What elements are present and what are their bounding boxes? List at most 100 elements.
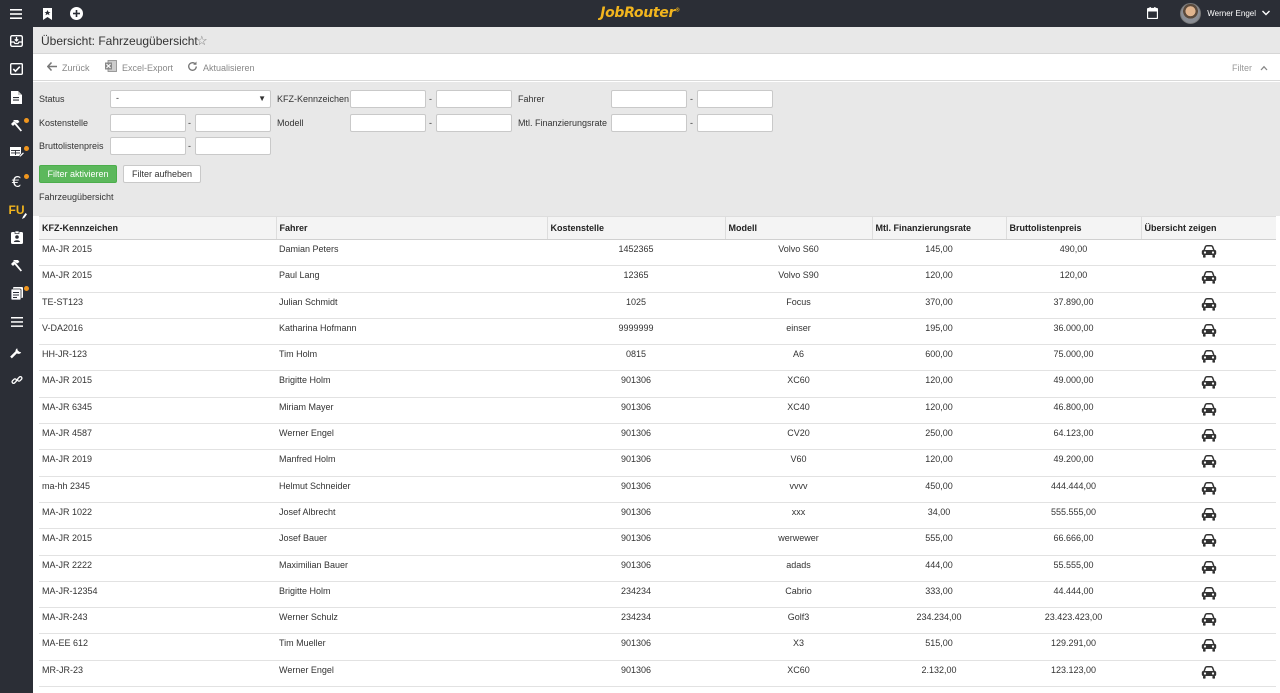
modell-cell: XC60: [725, 660, 872, 688]
modell-cell: werwewer: [725, 528, 872, 556]
table-row[interactable]: TE-ST123 Julian Schmidt 1025 Focus 370,00 37.…: [39, 292, 1276, 319]
car-icon[interactable]: [1201, 560, 1217, 576]
notification-dot: [24, 174, 29, 179]
car-icon[interactable]: [1201, 613, 1217, 628]
car-icon[interactable]: [1201, 586, 1217, 602]
calendar-icon[interactable]: [1147, 6, 1159, 21]
preis-from-input[interactable]: [110, 137, 186, 155]
sidebar-item-documents[interactable]: [0, 84, 33, 112]
kfz-to-input[interactable]: [436, 90, 512, 108]
filter-activate-button[interactable]: Filter aktivieren: [39, 165, 117, 183]
modell-cell: X3: [725, 633, 872, 661]
car-icon[interactable]: [1201, 508, 1217, 523]
pencil-icon: [22, 211, 27, 221]
column-header-preis[interactable]: Bruttolistenpreis: [1006, 216, 1142, 240]
overview-cell: [1141, 633, 1276, 661]
preis-cell: 49.200,00: [1006, 449, 1141, 477]
kostenstelle-cell: 901306: [547, 423, 725, 451]
kfz-cell: MA-JR 6345: [39, 397, 276, 425]
fahrer-cell: Manfred Holm: [276, 449, 547, 477]
rate-cell: 333,00: [872, 581, 1006, 609]
preis-cell: 555.555,00: [1006, 502, 1141, 530]
excel-export-button[interactable]: Excel-Export: [105, 54, 173, 81]
column-header-kfz[interactable]: KFZ-Kennzeichen: [39, 216, 277, 240]
sidebar-item-tools[interactable]: [0, 112, 33, 140]
table-row[interactable]: MA-JR 2015 Brigitte Holm 901306 XC60 120,00 4…: [39, 370, 1276, 398]
modell-from-input[interactable]: [350, 114, 426, 132]
table-row[interactable]: HH-JR-123 Tim Holm 0815 A6 600,00 75.000,00: [39, 344, 1276, 372]
table-row[interactable]: MA-JR 2015 Damian Peters 1452365 Volvo S60 1…: [39, 239, 1276, 267]
user-menu[interactable]: Werner Engel: [1147, 0, 1270, 27]
car-icon[interactable]: [1201, 323, 1217, 339]
table-row[interactable]: MA-JR-243 Werner Schulz 234234 Golf3 234.234…: [39, 607, 1276, 635]
sidebar-item-finance[interactable]: €: [0, 168, 33, 196]
car-icon[interactable]: [1201, 350, 1217, 365]
bookmark-icon[interactable]: [33, 0, 61, 27]
kostenstelle-from-input[interactable]: [110, 114, 186, 132]
rate-to-input[interactable]: [697, 114, 773, 132]
fahrer-from-input[interactable]: [611, 90, 687, 108]
car-icon[interactable]: [1201, 271, 1217, 286]
preis-to-input[interactable]: [195, 137, 271, 155]
table-row[interactable]: MA-JR 2015 Josef Bauer 901306 werwewer 555,0…: [39, 528, 1276, 556]
table-row[interactable]: MA-JR 2019 Manfred Holm 901306 V60 120,00 49.…: [39, 449, 1276, 477]
back-button[interactable]: Zurück: [46, 54, 90, 81]
column-header-kostenstelle[interactable]: Kostenstelle: [547, 216, 726, 240]
table-row[interactable]: MA-JR 1022 Josef Albrecht 901306 xxx 34,00 55…: [39, 502, 1276, 530]
fahrer-cell: Miriam Mayer: [276, 397, 547, 425]
car-icon[interactable]: [1201, 297, 1217, 313]
table-row[interactable]: ma-hh 2345 Helmut Schneider 901306 vvvv 450,…: [39, 476, 1276, 503]
menu-icon[interactable]: [2, 0, 30, 27]
column-header-rate[interactable]: Mtl. Finanzierungsrate: [872, 216, 1007, 240]
sidebar-item-settings[interactable]: [0, 339, 33, 367]
car-icon[interactable]: [1201, 455, 1217, 470]
inbox-icon: [9, 34, 24, 49]
status-select[interactable]: - ▼: [110, 90, 271, 108]
car-icon[interactable]: [1201, 245, 1217, 260]
car-icon[interactable]: [1201, 429, 1217, 444]
table-row[interactable]: MA-EE 612 Tim Mueller 901306 X3 515,00 129.29…: [39, 633, 1276, 661]
table-row[interactable]: MA-JR 2222 Maximilian Bauer 901306 adads 444…: [39, 555, 1276, 582]
car-icon[interactable]: [1201, 376, 1217, 391]
car-icon[interactable]: [1201, 402, 1217, 418]
sidebar-item-fu[interactable]: FU: [0, 196, 33, 224]
filter-toggle[interactable]: Filter: [1232, 54, 1268, 81]
fahrer-to-input[interactable]: [697, 90, 773, 108]
preis-cell: 66.666,00: [1006, 528, 1141, 556]
table-row[interactable]: MA-JR 6345 Miriam Mayer 901306 XC40 120,00 46…: [39, 397, 1276, 425]
sidebar-item-inbox[interactable]: [0, 28, 33, 56]
favorite-star-icon[interactable]: ☆: [196, 33, 208, 48]
car-icon[interactable]: [1201, 534, 1217, 549]
kostenstelle-to-input[interactable]: [195, 114, 271, 132]
refresh-button[interactable]: Aktualisieren: [187, 54, 255, 81]
table-row[interactable]: MR-JR-23 Werner Engel 901306 XC60 2.132,00 12…: [39, 660, 1276, 688]
modell-cell: Golf3: [725, 607, 872, 635]
table-row[interactable]: V-DA2016 Katharina Hofmann 9999999 einser 19…: [39, 318, 1276, 346]
column-header-fahrer[interactable]: Fahrer: [276, 216, 548, 240]
excel-export-label: Excel-Export: [122, 62, 174, 73]
preis-cell: 46.800,00: [1006, 397, 1141, 425]
kfz-cell: MA-EE 612: [39, 633, 276, 661]
overview-cell: [1141, 555, 1276, 582]
car-icon[interactable]: [1201, 481, 1217, 497]
chevron-down-icon[interactable]: [1262, 9, 1270, 18]
rate-from-input[interactable]: [611, 114, 687, 132]
sidebar-item-clipboard[interactable]: [0, 280, 33, 308]
sidebar-item-links[interactable]: [0, 367, 33, 395]
sidebar-item-tasks[interactable]: [0, 56, 33, 84]
sidebar-item-build[interactable]: [0, 252, 33, 280]
column-header-modell[interactable]: Modell: [725, 216, 873, 240]
add-icon[interactable]: [62, 0, 90, 27]
modell-to-input[interactable]: [436, 114, 512, 132]
sidebar-item-contacts[interactable]: [0, 224, 33, 252]
avatar[interactable]: [1180, 3, 1202, 24]
car-icon[interactable]: [1201, 639, 1217, 654]
table-row[interactable]: MA-JR 4587 Werner Engel 901306 CV20 250,00 64…: [39, 423, 1276, 451]
sidebar-item-tables[interactable]: [0, 140, 33, 168]
kfz-from-input[interactable]: [350, 90, 426, 108]
sidebar-item-list[interactable]: [0, 309, 33, 337]
car-icon[interactable]: [1201, 665, 1217, 681]
table-row[interactable]: MA-JR-12354 Brigitte Holm 234234 Cabrio 333,…: [39, 581, 1276, 609]
filter-clear-button[interactable]: Filter aufheben: [123, 165, 201, 183]
table-row[interactable]: MA-JR 2015 Paul Lang 12365 Volvo S90 120,00 1…: [39, 265, 1276, 293]
